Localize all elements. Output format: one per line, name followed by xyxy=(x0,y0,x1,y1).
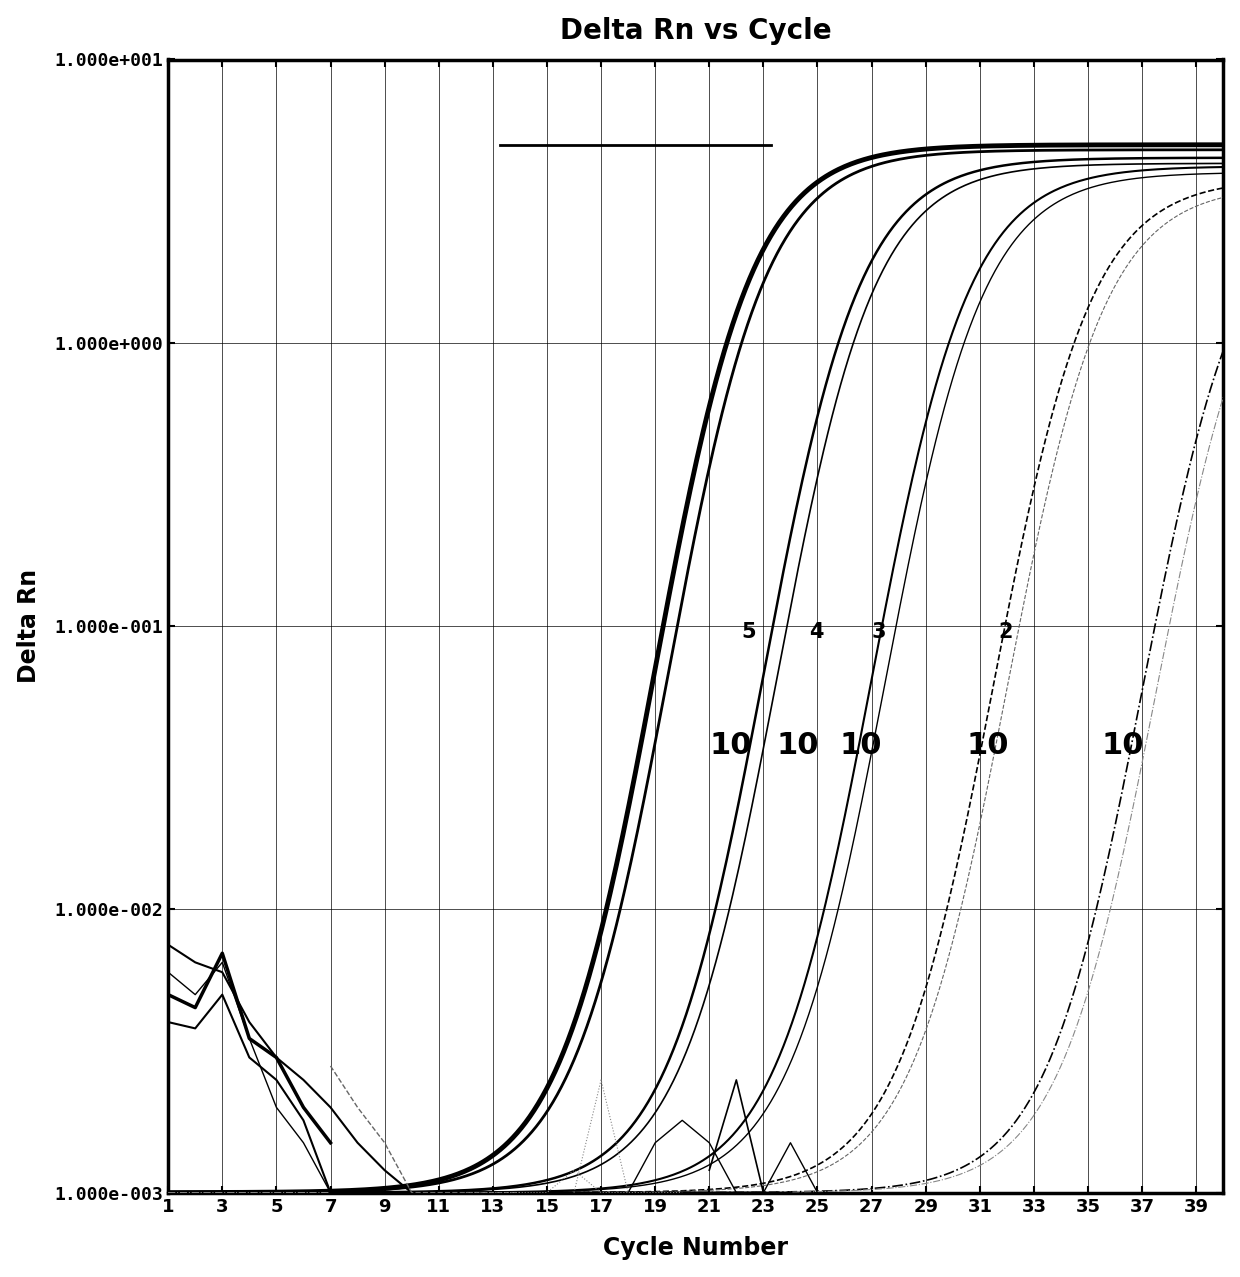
X-axis label: Cycle Number: Cycle Number xyxy=(603,1236,789,1260)
Text: 10: 10 xyxy=(777,730,820,760)
Text: 10: 10 xyxy=(966,730,1009,760)
Text: 2: 2 xyxy=(998,622,1013,642)
Text: 3: 3 xyxy=(872,622,887,642)
Text: 10: 10 xyxy=(1101,730,1145,760)
Y-axis label: Delta Rn: Delta Rn xyxy=(16,570,41,683)
Text: 5: 5 xyxy=(742,622,756,642)
Text: 4: 4 xyxy=(810,622,823,642)
Text: 10: 10 xyxy=(839,730,882,760)
Title: Delta Rn vs Cycle: Delta Rn vs Cycle xyxy=(560,17,832,45)
Text: 10: 10 xyxy=(709,730,751,760)
